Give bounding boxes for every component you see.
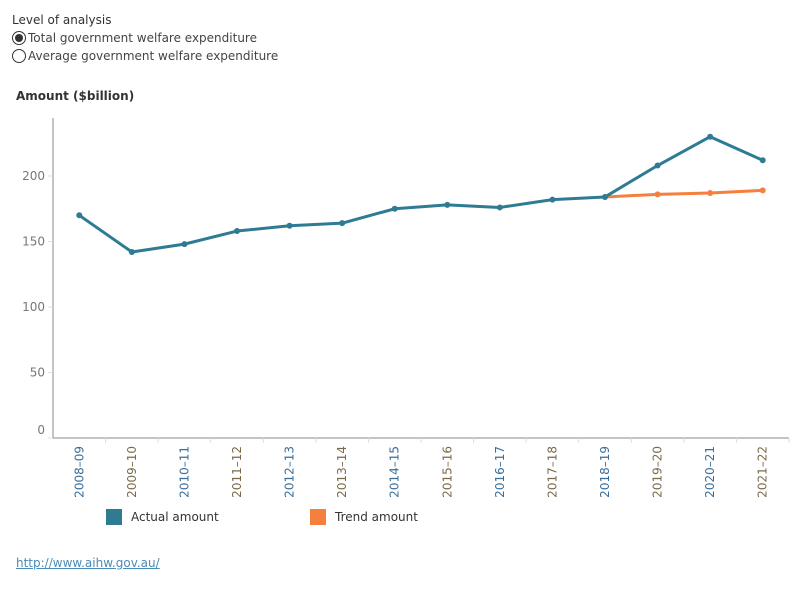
data-point bbox=[234, 228, 240, 235]
x-tick-label: 2015–16 bbox=[440, 446, 454, 498]
filter-title: Level of analysis bbox=[12, 13, 112, 27]
x-tick-label: 2020–21 bbox=[703, 446, 717, 498]
aihw-link[interactable]: http://www.aihw.gov.au/ bbox=[16, 556, 160, 570]
data-point bbox=[128, 248, 135, 255]
x-tick-label: 2012–13 bbox=[283, 446, 297, 498]
radio-label: Average government welfare expenditure bbox=[28, 49, 279, 63]
data-point bbox=[759, 187, 766, 194]
y-tick-label: 200 bbox=[22, 169, 45, 183]
data-point bbox=[286, 222, 293, 229]
x-tick-label: 2018–19 bbox=[598, 446, 612, 498]
x-tick-label: 2019–20 bbox=[651, 446, 665, 498]
radio-total[interactable]: Total government welfare expenditure bbox=[12, 31, 257, 45]
data-point bbox=[707, 190, 714, 197]
x-tick-label: 2009–10 bbox=[125, 446, 139, 498]
data-point bbox=[654, 162, 661, 169]
y-axis-title: Amount ($billion) bbox=[16, 89, 135, 103]
data-point bbox=[76, 212, 83, 219]
legend-label: Trend amount bbox=[335, 510, 418, 524]
series-line-actual-amount bbox=[78, 135, 764, 254]
radio-average[interactable]: Average government welfare expenditure bbox=[12, 49, 278, 63]
y-tick-label: 100 bbox=[22, 300, 45, 314]
data-point bbox=[181, 241, 188, 248]
series-line-trend-amount bbox=[604, 188, 763, 199]
x-tick-label: 2017–18 bbox=[545, 446, 559, 498]
radio-selected-icon[interactable] bbox=[12, 31, 26, 45]
data-point bbox=[759, 157, 766, 164]
data-point bbox=[391, 205, 398, 212]
y-tick-label: 150 bbox=[22, 235, 45, 249]
data-point bbox=[654, 191, 661, 198]
x-tick-label: 2011–12 bbox=[230, 446, 244, 498]
x-tick-label: 2016–17 bbox=[493, 446, 507, 498]
legend-swatch-actual bbox=[106, 509, 122, 525]
y-tick-label: 50 bbox=[30, 366, 45, 380]
data-point bbox=[549, 196, 556, 203]
x-tick-label: 2010–11 bbox=[177, 446, 191, 498]
radio-unselected-icon[interactable] bbox=[12, 49, 26, 63]
y-tick-label: 0 bbox=[37, 423, 45, 437]
data-point bbox=[339, 220, 346, 227]
x-tick-label: 2013–14 bbox=[335, 446, 349, 498]
x-tick-label: 2014–15 bbox=[388, 446, 402, 498]
data-point bbox=[602, 193, 608, 200]
data-point bbox=[444, 201, 451, 208]
radio-label: Total government welfare expenditure bbox=[28, 31, 257, 45]
legend-label: Actual amount bbox=[131, 510, 219, 524]
data-point bbox=[707, 133, 714, 140]
legend-swatch-trend bbox=[310, 509, 326, 525]
legend-trend[interactable]: Trend amount bbox=[310, 509, 418, 525]
x-tick-label: 2008–09 bbox=[72, 446, 86, 498]
legend-actual[interactable]: Actual amount bbox=[106, 509, 219, 525]
line-chart: 0 50 100 150 200 2008–09 2009–10 2010–11 2011–12… bbox=[22, 118, 790, 498]
data-point bbox=[496, 204, 503, 211]
x-tick-label: 2021–22 bbox=[756, 446, 770, 498]
